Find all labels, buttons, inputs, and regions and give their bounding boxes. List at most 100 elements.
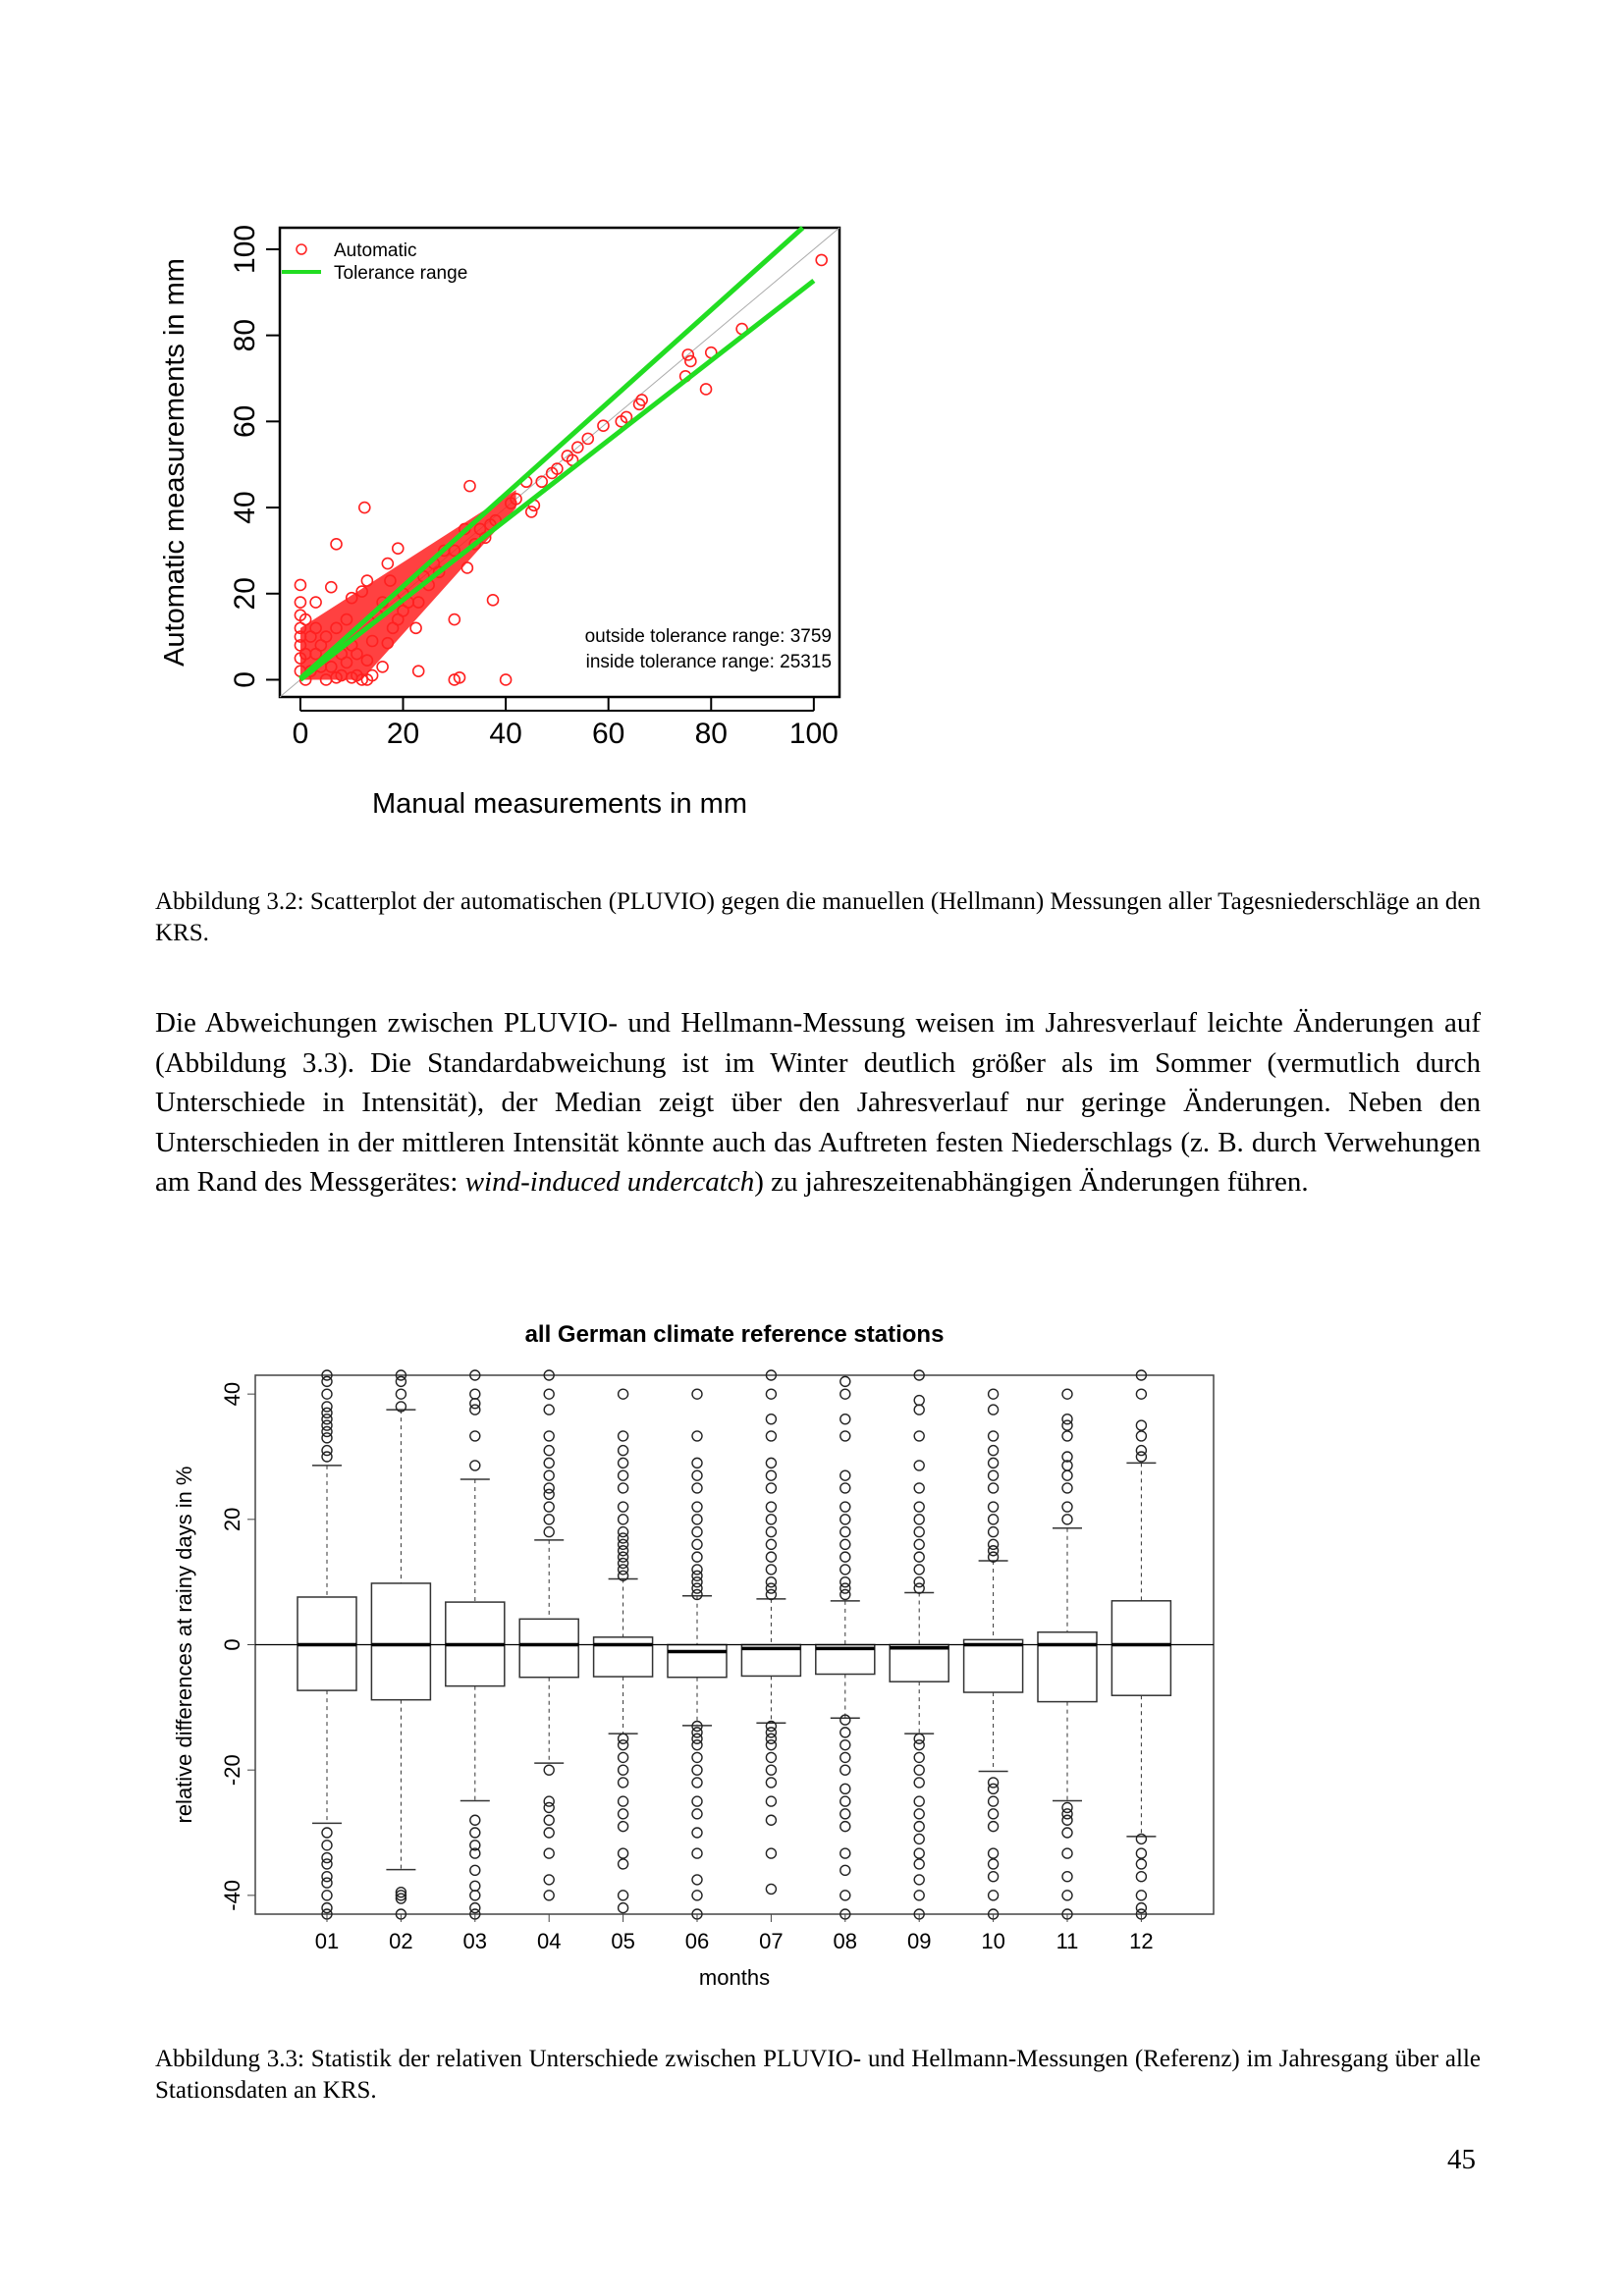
x-tick-label: 05	[611, 1929, 634, 1953]
outlier-point	[617, 1564, 629, 1575]
outlier-point	[913, 1369, 925, 1381]
outlier-point	[765, 1764, 778, 1776]
outlier-point	[691, 1874, 703, 1886]
data-point	[376, 661, 389, 673]
outlier-point	[765, 1727, 778, 1738]
outlier-point	[913, 1820, 925, 1833]
data-point	[355, 585, 368, 598]
y-tick-label: 40	[220, 1382, 244, 1406]
outlier-point	[839, 1582, 851, 1594]
outlier-point	[987, 1469, 1000, 1481]
outlier-point	[839, 1847, 851, 1859]
outlier-point	[543, 1369, 555, 1381]
outlier-point	[395, 1886, 407, 1898]
data-point	[486, 594, 500, 607]
outlier-point	[1061, 1808, 1073, 1820]
data-point	[684, 354, 697, 368]
data-point	[314, 639, 328, 652]
outlier-point	[543, 1795, 555, 1807]
outlier-point	[987, 1777, 1000, 1789]
data-point	[345, 591, 358, 605]
data-point	[340, 613, 353, 626]
outlier-point	[1061, 1482, 1073, 1494]
outlier-point	[1135, 1901, 1148, 1914]
y-axis-label: relative differences at rainy days in %	[172, 1467, 196, 1824]
data-point	[360, 654, 374, 667]
outlier-point	[691, 1514, 703, 1525]
data-point	[551, 462, 564, 475]
outlier-point	[913, 1858, 925, 1870]
outlier-point	[543, 1482, 555, 1494]
x-tick-label: 0	[293, 718, 309, 750]
outlier-point	[617, 1388, 629, 1400]
outlier-point	[765, 1847, 778, 1859]
outlier-point	[913, 1525, 925, 1538]
data-point	[351, 668, 363, 682]
box	[1110, 1600, 1172, 1696]
data-point	[324, 580, 338, 594]
legend-tolerance: Tolerance range	[334, 263, 467, 284]
x-tick-label: 60	[592, 718, 624, 750]
outlier-point	[543, 1469, 555, 1481]
outlier-point	[1061, 1460, 1073, 1471]
outlier-point	[469, 1369, 481, 1381]
y-tick-label: -40	[220, 1880, 244, 1911]
box	[667, 1643, 728, 1679]
outlier-point	[395, 1388, 407, 1400]
outlier-point	[987, 1858, 1000, 1870]
outlier-point	[765, 1564, 778, 1575]
outlier-point	[469, 1847, 481, 1859]
outlier-point	[691, 1469, 703, 1481]
y-tick-label: 60	[229, 405, 261, 438]
outlier-point	[839, 1501, 851, 1513]
outlier-point	[617, 1890, 629, 1901]
outlier-point	[321, 1451, 333, 1463]
outlier-point	[691, 1575, 703, 1588]
outlier-point	[543, 1514, 555, 1525]
outlier-point	[765, 1469, 778, 1481]
outlier-point	[617, 1751, 629, 1764]
data-point	[360, 574, 374, 587]
outlier-point	[395, 1369, 407, 1381]
outlier-point	[839, 1482, 851, 1494]
outlier-point	[839, 1388, 851, 1400]
outlier-point	[839, 1783, 851, 1795]
box	[370, 1582, 432, 1701]
data-point	[468, 538, 482, 551]
x-tick-label: 07	[759, 1929, 783, 1953]
outlier-point	[395, 1401, 407, 1413]
outlier-point	[321, 1870, 333, 1883]
outlier-point	[617, 1733, 629, 1744]
outlier-point	[691, 1538, 703, 1551]
y-tick-label: 100	[229, 225, 261, 274]
outlier-point	[839, 1413, 851, 1425]
data-point	[386, 621, 400, 635]
outlier-point	[765, 1430, 778, 1442]
outlier-point	[913, 1501, 925, 1513]
outlier-point	[617, 1551, 629, 1563]
outlier-point	[1061, 1413, 1073, 1425]
y-tick-label: -20	[220, 1754, 244, 1786]
outlier-point	[691, 1751, 703, 1764]
outlier-point	[691, 1827, 703, 1839]
outlier-point	[691, 1764, 703, 1776]
outlier-point	[765, 1514, 778, 1525]
x-tick-label: 100	[789, 718, 839, 750]
outlier-point	[321, 1877, 333, 1889]
outlier-point	[617, 1444, 629, 1457]
outlier-point	[543, 1444, 555, 1457]
outlier-point	[543, 1890, 555, 1901]
outlier-point	[543, 1801, 555, 1814]
outlier-point	[765, 1388, 778, 1400]
x-tick-label: 09	[907, 1929, 931, 1953]
outlier-point	[543, 1388, 555, 1400]
data-point	[391, 542, 405, 556]
data-point	[330, 538, 343, 551]
y-tick-label: 20	[220, 1508, 244, 1531]
outlier-point	[839, 1375, 851, 1388]
legend-automatic: Automatic	[334, 240, 416, 261]
outlier-point	[1061, 1827, 1073, 1839]
data-point	[409, 621, 422, 635]
outlier-point	[913, 1738, 925, 1751]
outlier-point	[691, 1564, 703, 1575]
